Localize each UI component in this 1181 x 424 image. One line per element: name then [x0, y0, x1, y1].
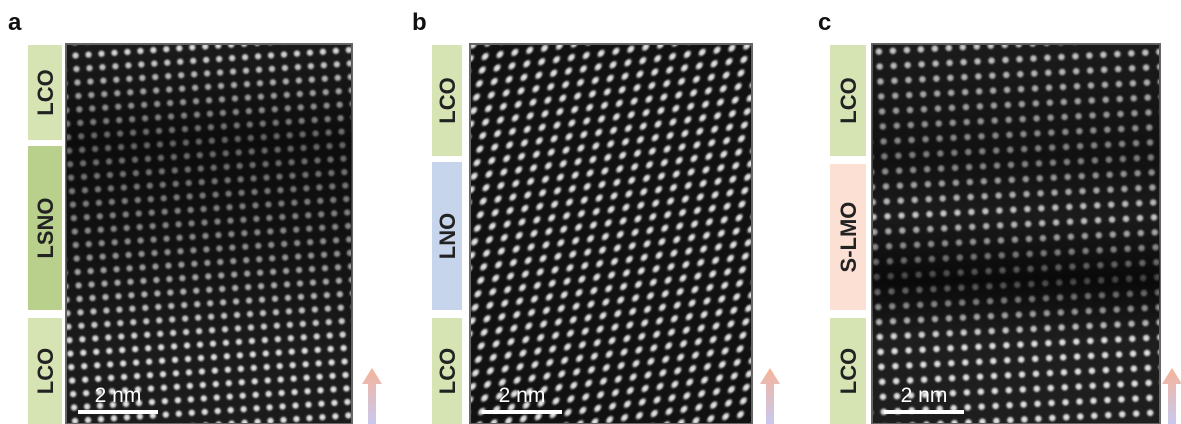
stem-image — [470, 44, 752, 424]
direction-arrow — [362, 368, 382, 424]
direction-arrow — [1162, 368, 1181, 424]
panel: c LCO S-LMO LCO 2 nm — [818, 9, 1181, 424]
layer-label: LCO — [33, 69, 58, 115]
contrast-band — [66, 44, 352, 424]
layer-label: LSNO — [33, 197, 58, 258]
layer-label: LCO — [33, 348, 58, 394]
figure: a LCO LSNO LCO 2 nm b LCO LNO LCO 2 nm c LCO S-LMO LC… — [0, 0, 1181, 424]
layer-label: LCO — [836, 348, 861, 394]
panel-label: a — [8, 9, 22, 36]
scale-bar-label: 2 nm — [95, 384, 142, 407]
layer-label: LCO — [435, 348, 460, 394]
contrast-band — [872, 44, 1160, 424]
layer-label: LCO — [435, 77, 460, 123]
scale-bar-label: 2 nm — [901, 384, 948, 407]
layer-label: S-LMO — [836, 202, 861, 273]
panel: a LCO LSNO LCO 2 nm — [8, 9, 382, 424]
layer-label: LNO — [435, 213, 460, 259]
scale-bar-label: 2 nm — [499, 384, 546, 407]
layer-label: LCO — [836, 77, 861, 123]
direction-arrow — [760, 368, 780, 424]
panel-label: c — [818, 9, 831, 36]
panel-label: b — [412, 9, 427, 36]
panel: b LCO LNO LCO 2 nm — [412, 9, 780, 424]
